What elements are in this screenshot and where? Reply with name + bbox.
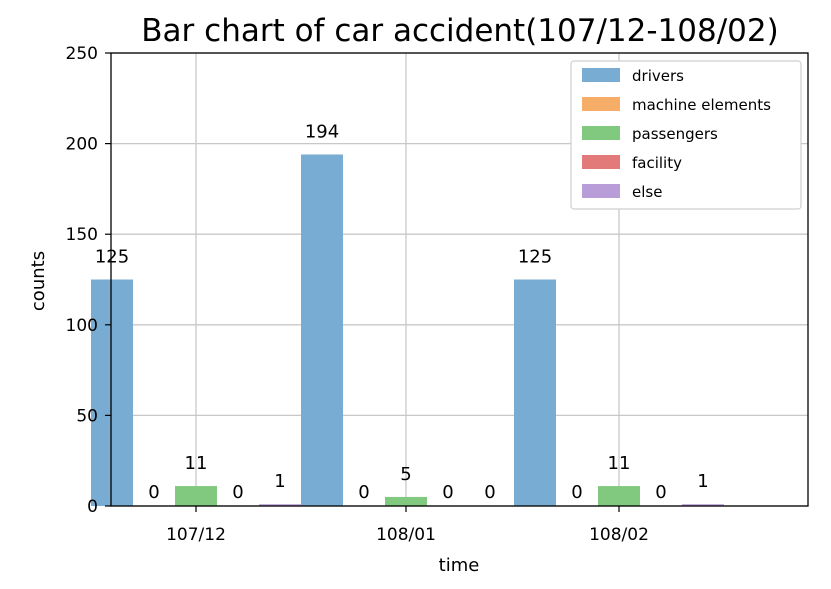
bar-value-label: 0 <box>358 482 369 503</box>
bar-value-label: 1 <box>697 471 708 492</box>
bar-value-label: 0 <box>232 482 243 503</box>
bar-drivers <box>301 154 343 507</box>
x-tick-label: 108/01 <box>376 525 436 545</box>
bar-else <box>259 504 301 506</box>
bar-drivers <box>514 279 556 506</box>
y-tick-label: 0 <box>87 497 98 517</box>
bar-value-label: 0 <box>655 482 666 503</box>
bar-passengers <box>385 496 427 506</box>
bar-value-label: 11 <box>185 453 208 474</box>
legend-swatch-else <box>582 184 620 198</box>
bar-value-label: 0 <box>148 482 159 503</box>
legend-swatch-drivers <box>582 68 620 82</box>
x-axis-label: time <box>439 555 480 576</box>
bar-passengers <box>598 486 640 506</box>
chart-title: Bar chart of car accident(107/12-108/02) <box>141 13 778 49</box>
legend: drivers machine elements passengers facilit… <box>570 60 802 210</box>
bar-value-label: 5 <box>400 464 411 485</box>
legend-box <box>570 60 802 210</box>
value-labels-layer: 125 194 125 0 0 0 11 5 11 0 0 0 1 0 1 <box>95 121 709 503</box>
y-axis-label: counts <box>28 251 49 311</box>
y-tick-label: 200 <box>66 135 98 155</box>
legend-label-machine-elements: machine elements <box>632 96 771 114</box>
plot-frame <box>110 52 809 507</box>
legend-label-drivers: drivers <box>632 67 684 85</box>
bar-else <box>682 504 724 506</box>
bar-value-label: 194 <box>305 121 339 142</box>
bar-value-label: 0 <box>571 482 582 503</box>
bar-value-label: 1 <box>274 471 285 492</box>
bars-layer <box>91 154 724 507</box>
legend-label-passengers: passengers <box>632 125 718 143</box>
y-tick-label: 50 <box>76 406 98 426</box>
legend-swatch-facility <box>582 155 620 169</box>
bar-value-label: 125 <box>95 247 129 268</box>
x-tick-label: 108/02 <box>589 525 649 545</box>
y-tick-label: 250 <box>66 44 98 64</box>
x-tick-label: 107/12 <box>166 525 226 545</box>
bar-value-label: 0 <box>442 482 453 503</box>
legend-label-facility: facility <box>632 154 682 172</box>
y-tick-label: 150 <box>66 225 98 245</box>
bar-passengers <box>175 486 217 506</box>
y-tick-label: 100 <box>66 316 98 336</box>
bar-drivers <box>91 279 133 506</box>
legend-swatch-machine-elements <box>582 97 620 111</box>
bar-value-label: 11 <box>608 453 631 474</box>
bar-value-label: 125 <box>518 247 552 268</box>
legend-label-else: else <box>632 183 662 201</box>
bar-value-label: 0 <box>484 482 495 503</box>
legend-swatch-passengers <box>582 126 620 140</box>
